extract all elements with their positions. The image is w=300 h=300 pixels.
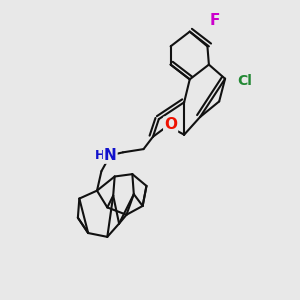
Text: F: F xyxy=(210,13,220,28)
Text: H: H xyxy=(95,149,105,162)
Text: N: N xyxy=(104,148,117,163)
Text: Cl: Cl xyxy=(237,74,252,88)
Text: O: O xyxy=(164,118,177,133)
